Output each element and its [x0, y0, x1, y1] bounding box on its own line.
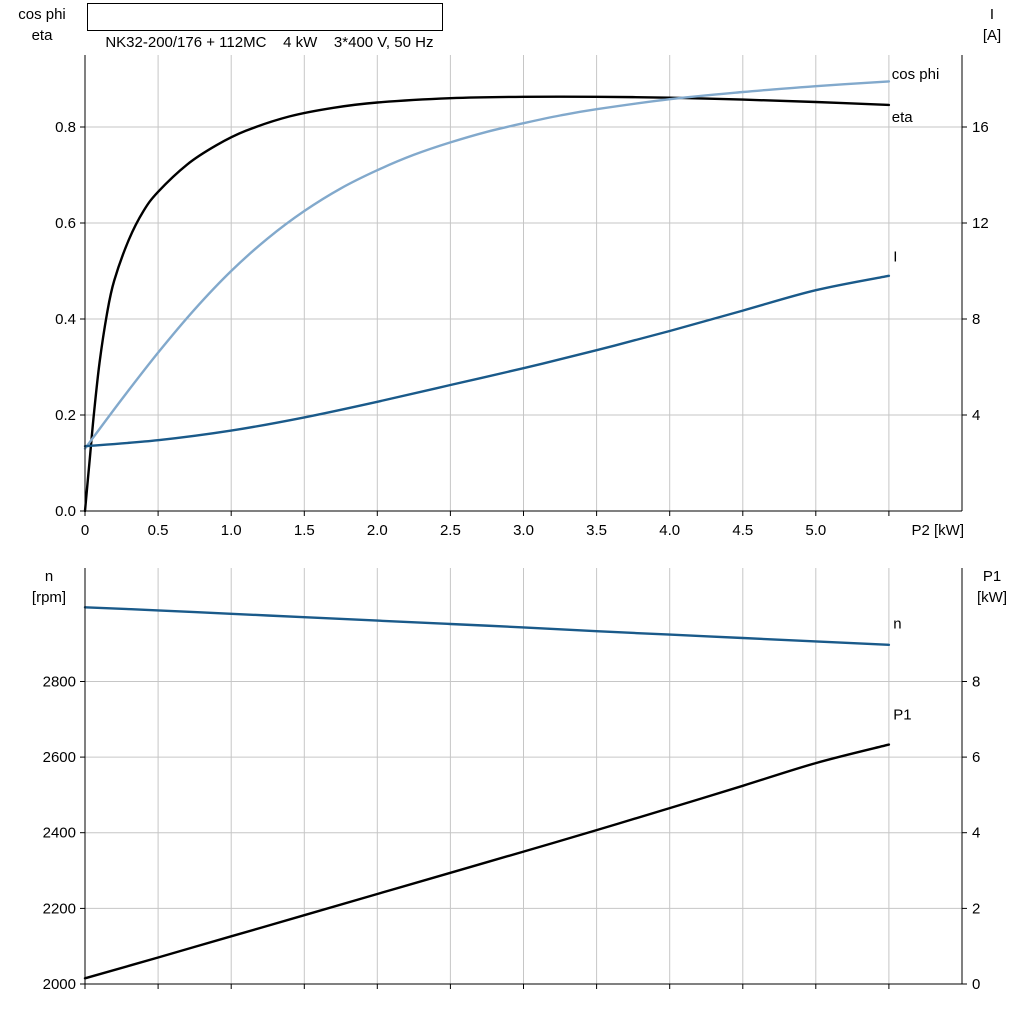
right-axis-unit-amps: [A] [982, 27, 1002, 44]
y-left-tick-label: 0.2 [55, 407, 76, 424]
power-axis-unit-kw: [kW] [977, 589, 1007, 606]
speed-axis-unit-rpm: [rpm] [31, 589, 67, 606]
bottom-right-axis-title: P1 [kW] [962, 566, 1022, 608]
y-left-tick-label: 2000 [43, 976, 76, 993]
y-right-tick-label: 0 [972, 976, 980, 993]
bottom-left-axis-title: n [rpm] [18, 566, 80, 608]
y-right-tick-label: 16 [972, 119, 989, 136]
right-axis-label-current: I [989, 6, 995, 23]
x-tick-label: 4.0 [659, 522, 680, 539]
series-cos_phi-curve [83, 80, 891, 450]
y-left-tick-label: 0.4 [55, 311, 76, 328]
y-left-tick-label: 2600 [43, 749, 76, 766]
x-tick-label: 0 [81, 522, 89, 539]
y-right-tick-label: 4 [972, 825, 980, 842]
series-n-curve [83, 606, 891, 646]
series-I-curve [83, 274, 891, 448]
series-eta-label: eta [892, 109, 914, 126]
y-left-tick-label: 0.8 [55, 119, 76, 136]
series-n-label: n [893, 616, 901, 633]
y-left-tick-label: 2800 [43, 674, 76, 691]
pump-title-box: NK32-200/176 + 112MC 4 kW 3*400 V, 50 Hz [87, 3, 444, 51]
x-tick-label: 2.5 [440, 522, 461, 539]
y-left-tick-label: 0.6 [55, 215, 76, 232]
series-eta-curve [83, 95, 891, 513]
x-tick-label: 1.0 [221, 522, 242, 539]
x-axis-title: P2 [kW] [911, 522, 964, 539]
x-tick-label: 4.5 [732, 522, 753, 539]
y-right-tick-label: 12 [972, 215, 989, 232]
power-axis-label-p1: P1 [982, 568, 1002, 585]
top-left-axis-title: cos phi eta [4, 4, 80, 46]
y-left-tick-label: 2400 [43, 825, 76, 842]
y-right-tick-label: 6 [972, 749, 980, 766]
x-tick-label: 2.0 [367, 522, 388, 539]
series-I-label: I [893, 248, 897, 265]
y-left-tick-label: 0.0 [55, 503, 76, 520]
y-left-tick-label: 2200 [43, 900, 76, 917]
x-tick-label: 3.0 [513, 522, 534, 539]
series-P1-curve [83, 743, 891, 980]
y-right-tick-label: 8 [972, 674, 980, 691]
y-right-tick-label: 4 [972, 407, 980, 424]
left-axis-label-eta: eta [31, 27, 53, 44]
x-tick-label: 0.5 [148, 522, 169, 539]
series-cos_phi-label: cos phi [892, 66, 940, 83]
x-tick-label: 1.5 [294, 522, 315, 539]
y-right-tick-label: 2 [972, 900, 980, 917]
speed-axis-label: n [44, 568, 54, 585]
left-axis-label-cosphi: cos phi [18, 6, 66, 23]
pump-title-text: NK32-200/176 + 112MC 4 kW 3*400 V, 50 Hz [105, 34, 434, 51]
x-tick-label: 3.5 [586, 522, 607, 539]
x-tick-label: 5.0 [805, 522, 826, 539]
top-right-axis-title: I [A] [964, 4, 1020, 46]
series-P1-label: P1 [893, 706, 911, 723]
y-right-tick-label: 8 [972, 311, 980, 328]
